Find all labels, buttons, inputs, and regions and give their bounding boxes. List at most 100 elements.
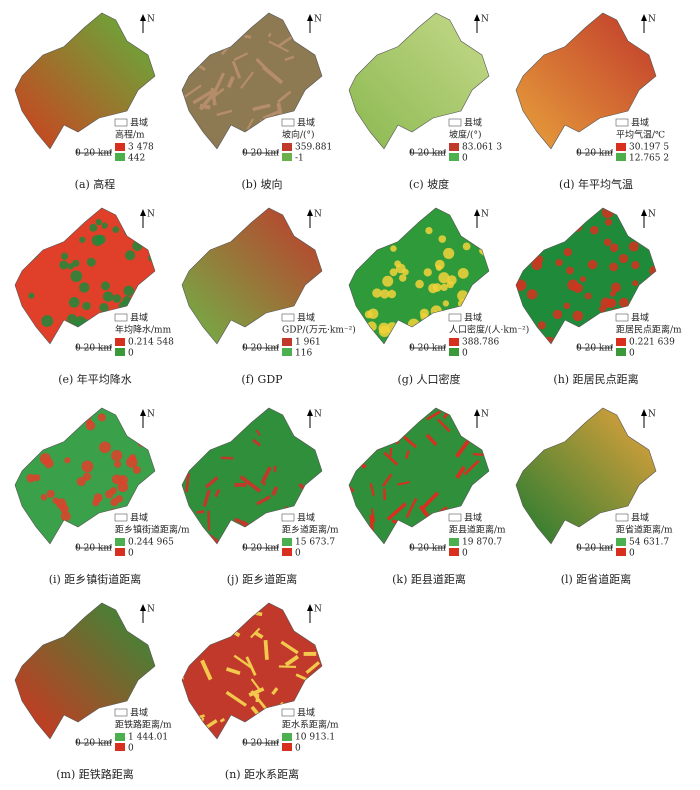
- map-spot: [528, 234, 537, 244]
- legend-boundary-swatch: [281, 118, 295, 127]
- map-spot: [604, 218, 613, 226]
- map-spot: [85, 420, 96, 431]
- north-arrow-head: [140, 14, 146, 21]
- map-spot: [31, 333, 41, 343]
- map-stripe: [298, 492, 306, 502]
- map-spot: [432, 283, 442, 292]
- legend-min: 0: [629, 349, 635, 359]
- legend-boundary-swatch: [281, 513, 295, 522]
- map-spot: [79, 282, 90, 293]
- north-label: N: [314, 15, 322, 25]
- legend-color-low: [282, 743, 292, 751]
- legend-title: 距铁路距离/m: [115, 719, 172, 731]
- map-stripe: [353, 448, 360, 469]
- map-stripe: [370, 508, 376, 523]
- map-spot: [39, 453, 51, 465]
- north-label: N: [481, 410, 489, 420]
- map-spot: [586, 322, 599, 335]
- legend-min: 0: [629, 549, 635, 559]
- map-stripe: [316, 82, 322, 93]
- map-spot: [118, 301, 130, 312]
- legend-min: 116: [295, 349, 312, 359]
- map-spot: [75, 315, 86, 327]
- panel-caption: (e) 年平均降水: [58, 372, 132, 386]
- legend-color-high: [616, 338, 626, 346]
- legend-max: 54 631.7: [629, 538, 669, 548]
- panel-caption: (l) 距省道距离: [561, 572, 632, 586]
- legend-min: 442: [128, 154, 145, 164]
- map-spot: [603, 238, 612, 246]
- map-stripe: [403, 435, 417, 449]
- north-label: N: [147, 410, 155, 420]
- map-stripe: [219, 717, 226, 723]
- county-outline: [14, 407, 156, 545]
- panel-caption: (g) 人口密度: [397, 372, 460, 386]
- legend-boundary-label: 县域: [297, 117, 315, 129]
- scale-bar: [76, 344, 112, 349]
- map-spot: [382, 275, 394, 287]
- map-stripe: [202, 731, 214, 739]
- map-spot: [144, 302, 155, 313]
- map-stripe: [309, 25, 318, 42]
- legend-color-high: [282, 143, 292, 151]
- legend-boundary-label: 县域: [130, 512, 148, 524]
- map-stripe: [463, 459, 480, 476]
- map-stripe: [411, 530, 433, 544]
- map-spot: [26, 473, 36, 483]
- map-spot: [423, 268, 432, 277]
- legend-color-low: [115, 153, 125, 161]
- map-spot: [89, 223, 98, 232]
- map-spot: [386, 322, 398, 334]
- county-outline: [14, 207, 156, 345]
- map-spot: [59, 260, 69, 270]
- panel-caption: (n) 距水系距离: [225, 767, 299, 781]
- map-spot: [86, 257, 96, 267]
- map-spot: [27, 232, 37, 243]
- map-stripe: [267, 32, 272, 38]
- map-spot: [587, 318, 597, 327]
- north-arrow-head: [474, 409, 480, 416]
- map-stripe: [396, 417, 406, 437]
- map-spot: [46, 489, 55, 498]
- map-spot: [28, 292, 35, 299]
- map-spot: [438, 272, 450, 284]
- county-outline: [348, 12, 490, 150]
- legend-title: 距县道距离/m: [449, 524, 506, 536]
- map-spot: [81, 460, 94, 473]
- map-spot: [349, 341, 359, 344]
- scale-label: 0 20 km: [242, 149, 279, 159]
- map-stripe: [226, 76, 235, 89]
- north-label: N: [648, 410, 656, 420]
- map-stripe: [284, 654, 300, 667]
- map-stripe: [202, 489, 211, 507]
- map-spot: [537, 321, 546, 330]
- legend-color-low: [616, 348, 626, 356]
- scale-label: 0 20 km: [409, 149, 446, 159]
- map-stripe: [252, 103, 271, 112]
- scale-label: 0 20 km: [409, 344, 446, 354]
- legend-boundary-swatch: [114, 313, 128, 322]
- map-spot: [99, 302, 109, 313]
- map-spot: [38, 208, 48, 217]
- map-stripe: [349, 541, 363, 544]
- legend-boundary-label: 县域: [631, 117, 649, 129]
- map-spot: [93, 493, 103, 503]
- map-stripe: [271, 687, 279, 696]
- legend-color-high: [115, 733, 125, 741]
- map-stripe: [244, 34, 252, 39]
- map-spot: [563, 247, 572, 257]
- map-spot: [522, 217, 534, 229]
- map-spot: [590, 225, 599, 235]
- map-stripe: [468, 408, 478, 428]
- map-spot: [480, 300, 489, 309]
- scale-bar: [410, 544, 446, 549]
- map-spot: [68, 297, 80, 308]
- panel-caption: (a) 高程: [75, 177, 116, 191]
- map-stripe: [225, 690, 247, 707]
- map-spot: [112, 226, 120, 234]
- legend-max: 19 870.7: [462, 538, 502, 548]
- legend-color-low: [449, 548, 459, 556]
- map-spot: [40, 409, 50, 418]
- map-stripe: [263, 639, 269, 660]
